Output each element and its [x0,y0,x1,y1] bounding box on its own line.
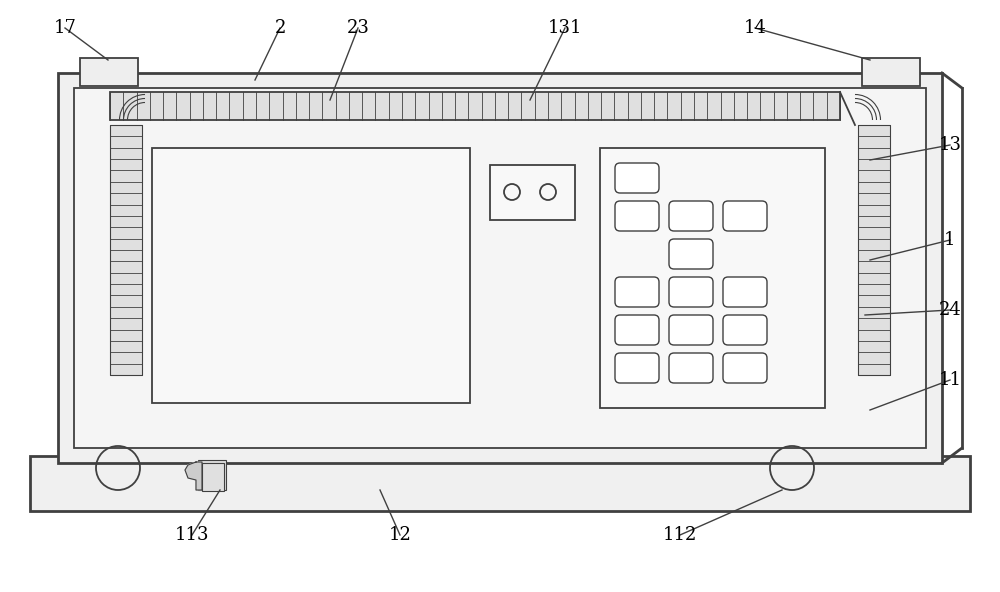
FancyBboxPatch shape [669,201,713,231]
Bar [74,88,926,448]
Bar [80,58,138,86]
Polygon shape [185,462,202,490]
Text: 2: 2 [274,19,286,37]
Bar [490,165,575,220]
FancyBboxPatch shape [669,315,713,345]
Text: 11: 11 [938,371,962,389]
Text: 14: 14 [744,19,766,37]
FancyBboxPatch shape [615,201,659,231]
FancyBboxPatch shape [723,353,767,383]
Bar [110,125,142,375]
FancyBboxPatch shape [669,277,713,307]
FancyBboxPatch shape [723,315,767,345]
Bar [862,58,920,86]
FancyBboxPatch shape [615,353,659,383]
Text: 113: 113 [175,526,209,544]
FancyBboxPatch shape [669,239,713,269]
Bar [202,463,224,491]
Text: 13: 13 [938,136,962,154]
FancyBboxPatch shape [723,277,767,307]
FancyBboxPatch shape [615,315,659,345]
FancyBboxPatch shape [723,201,767,231]
Bar [30,456,970,511]
FancyBboxPatch shape [669,353,713,383]
Bar [858,125,890,375]
Text: 1: 1 [944,231,956,249]
Text: 17: 17 [54,19,76,37]
FancyBboxPatch shape [615,163,659,193]
Bar [198,460,226,490]
Bar [152,148,470,403]
Bar [58,73,942,463]
FancyBboxPatch shape [615,277,659,307]
Text: 24: 24 [939,301,961,319]
Bar [600,148,825,408]
Text: 23: 23 [347,19,369,37]
Bar [110,92,840,120]
Text: 131: 131 [548,19,582,37]
Text: 12: 12 [389,526,411,544]
Text: 112: 112 [663,526,697,544]
